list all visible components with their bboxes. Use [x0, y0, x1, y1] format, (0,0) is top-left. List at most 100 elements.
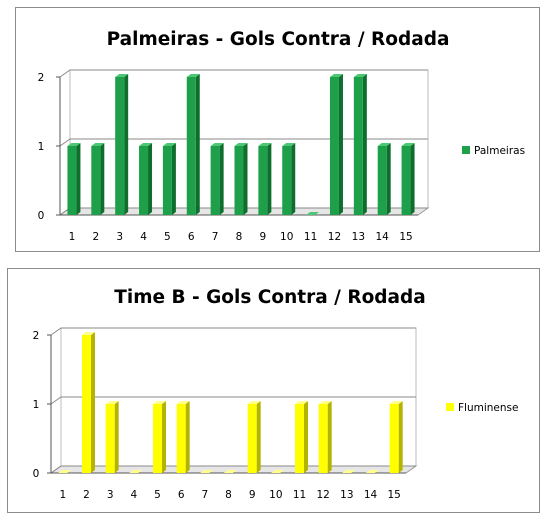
bar	[234, 143, 248, 215]
legend-swatch	[446, 403, 454, 411]
bar-top	[115, 74, 129, 77]
chart-panel-palmeiras: Palmeiras - Gols Contra / Rodada 0 1 2 1 2 3 4 5…	[15, 7, 540, 252]
bar-face	[210, 146, 220, 215]
gridline	[50, 396, 416, 405]
bar-top	[401, 143, 415, 146]
x-tick-label: 11	[304, 231, 317, 243]
x-tick-label: 6	[178, 489, 185, 501]
legend-label: Palmeiras	[474, 145, 525, 157]
x-tick-label: 4	[130, 489, 137, 501]
bar	[162, 143, 176, 215]
bar-side	[171, 143, 176, 215]
bar-top	[186, 74, 200, 77]
bar	[82, 332, 95, 473]
bar-face	[389, 404, 399, 473]
bar-face	[234, 146, 244, 215]
bar-side	[162, 401, 166, 473]
bar-top	[247, 401, 261, 404]
bar	[295, 401, 308, 473]
x-tick-label: 14	[376, 231, 390, 243]
x-tick-label: 3	[107, 489, 114, 501]
legend: Palmeiras	[462, 145, 525, 157]
bar-top	[318, 401, 332, 404]
bar-side	[256, 401, 261, 473]
bar-top	[200, 470, 214, 473]
bar-top	[366, 470, 379, 473]
bar-face	[105, 404, 115, 473]
x-tick-label: 14	[364, 489, 378, 501]
bar-side	[304, 401, 308, 473]
bar-top	[342, 470, 356, 473]
x-tick-label: 9	[249, 489, 256, 501]
bar-face	[186, 77, 196, 215]
bar-top	[306, 212, 320, 215]
x-tick-label: 15	[387, 489, 400, 501]
x-tick-label: 8	[236, 231, 243, 243]
x-tick-label: 1	[69, 231, 76, 243]
bar-face	[82, 335, 91, 473]
bar-side	[219, 143, 224, 215]
bar-top	[234, 143, 248, 146]
bar-top	[329, 74, 343, 77]
bar-side	[362, 74, 367, 215]
bar-side	[327, 401, 332, 473]
x-tick-label: 13	[340, 489, 353, 501]
bar	[186, 74, 200, 215]
bar	[389, 401, 403, 473]
bar-face	[353, 77, 363, 215]
bar-top	[176, 401, 190, 404]
bar	[353, 74, 367, 215]
bar-top	[91, 143, 105, 146]
bar-face	[162, 146, 172, 215]
x-tick-label: 7	[201, 489, 208, 501]
bar-face	[115, 77, 125, 215]
y-tick-label: 2	[38, 72, 45, 84]
bar-top	[389, 401, 403, 404]
bar-side	[100, 143, 105, 215]
y-tick-label: 0	[38, 210, 45, 222]
legend: Fluminense	[446, 402, 518, 414]
x-tick-label: 5	[164, 231, 171, 243]
bar-face	[318, 404, 328, 473]
x-tick-label: 7	[212, 231, 219, 243]
y-tick-label: 1	[38, 141, 45, 153]
bar	[129, 470, 143, 473]
x-tick-label: 12	[316, 489, 329, 501]
x-tick-label: 12	[328, 231, 341, 243]
bar	[247, 401, 261, 473]
bar	[366, 470, 379, 473]
chart-panel-time-b: Time B - Gols Contra / Rodada 0 1 2 1 2 3 4 5 6 7 8…	[7, 268, 540, 513]
bar-top	[353, 74, 367, 77]
y-tick-label: 2	[33, 330, 40, 342]
legend-label: Fluminense	[458, 402, 518, 414]
bar-face	[329, 77, 339, 215]
bar-side	[291, 143, 296, 215]
bar	[271, 470, 285, 473]
bar-top	[129, 470, 143, 473]
bar-top	[105, 401, 119, 404]
bar	[153, 401, 166, 473]
bar	[67, 143, 81, 215]
bar	[58, 470, 72, 473]
chart-title: Palmeiras - Gols Contra / Rodada	[107, 29, 450, 50]
x-tick-label: 2	[83, 489, 90, 501]
bar-face	[282, 146, 292, 215]
x-tick-label: 13	[352, 231, 365, 243]
bar-top	[377, 143, 391, 146]
x-tick-label: 10	[280, 231, 293, 243]
chart-title: Time B - Gols Contra / Rodada	[114, 287, 426, 308]
bar-top	[82, 332, 95, 335]
legend-swatch	[462, 146, 470, 154]
bar	[342, 470, 356, 473]
y-tick-label: 0	[33, 468, 40, 480]
bar	[176, 401, 190, 473]
bar-top	[67, 143, 81, 146]
x-tick-label: 10	[269, 489, 282, 501]
x-tick-label: 4	[140, 231, 147, 243]
x-tick-label: 6	[188, 231, 195, 243]
x-tick-label: 15	[399, 231, 412, 243]
gridline	[59, 138, 428, 147]
x-tick-label: 8	[225, 489, 232, 501]
